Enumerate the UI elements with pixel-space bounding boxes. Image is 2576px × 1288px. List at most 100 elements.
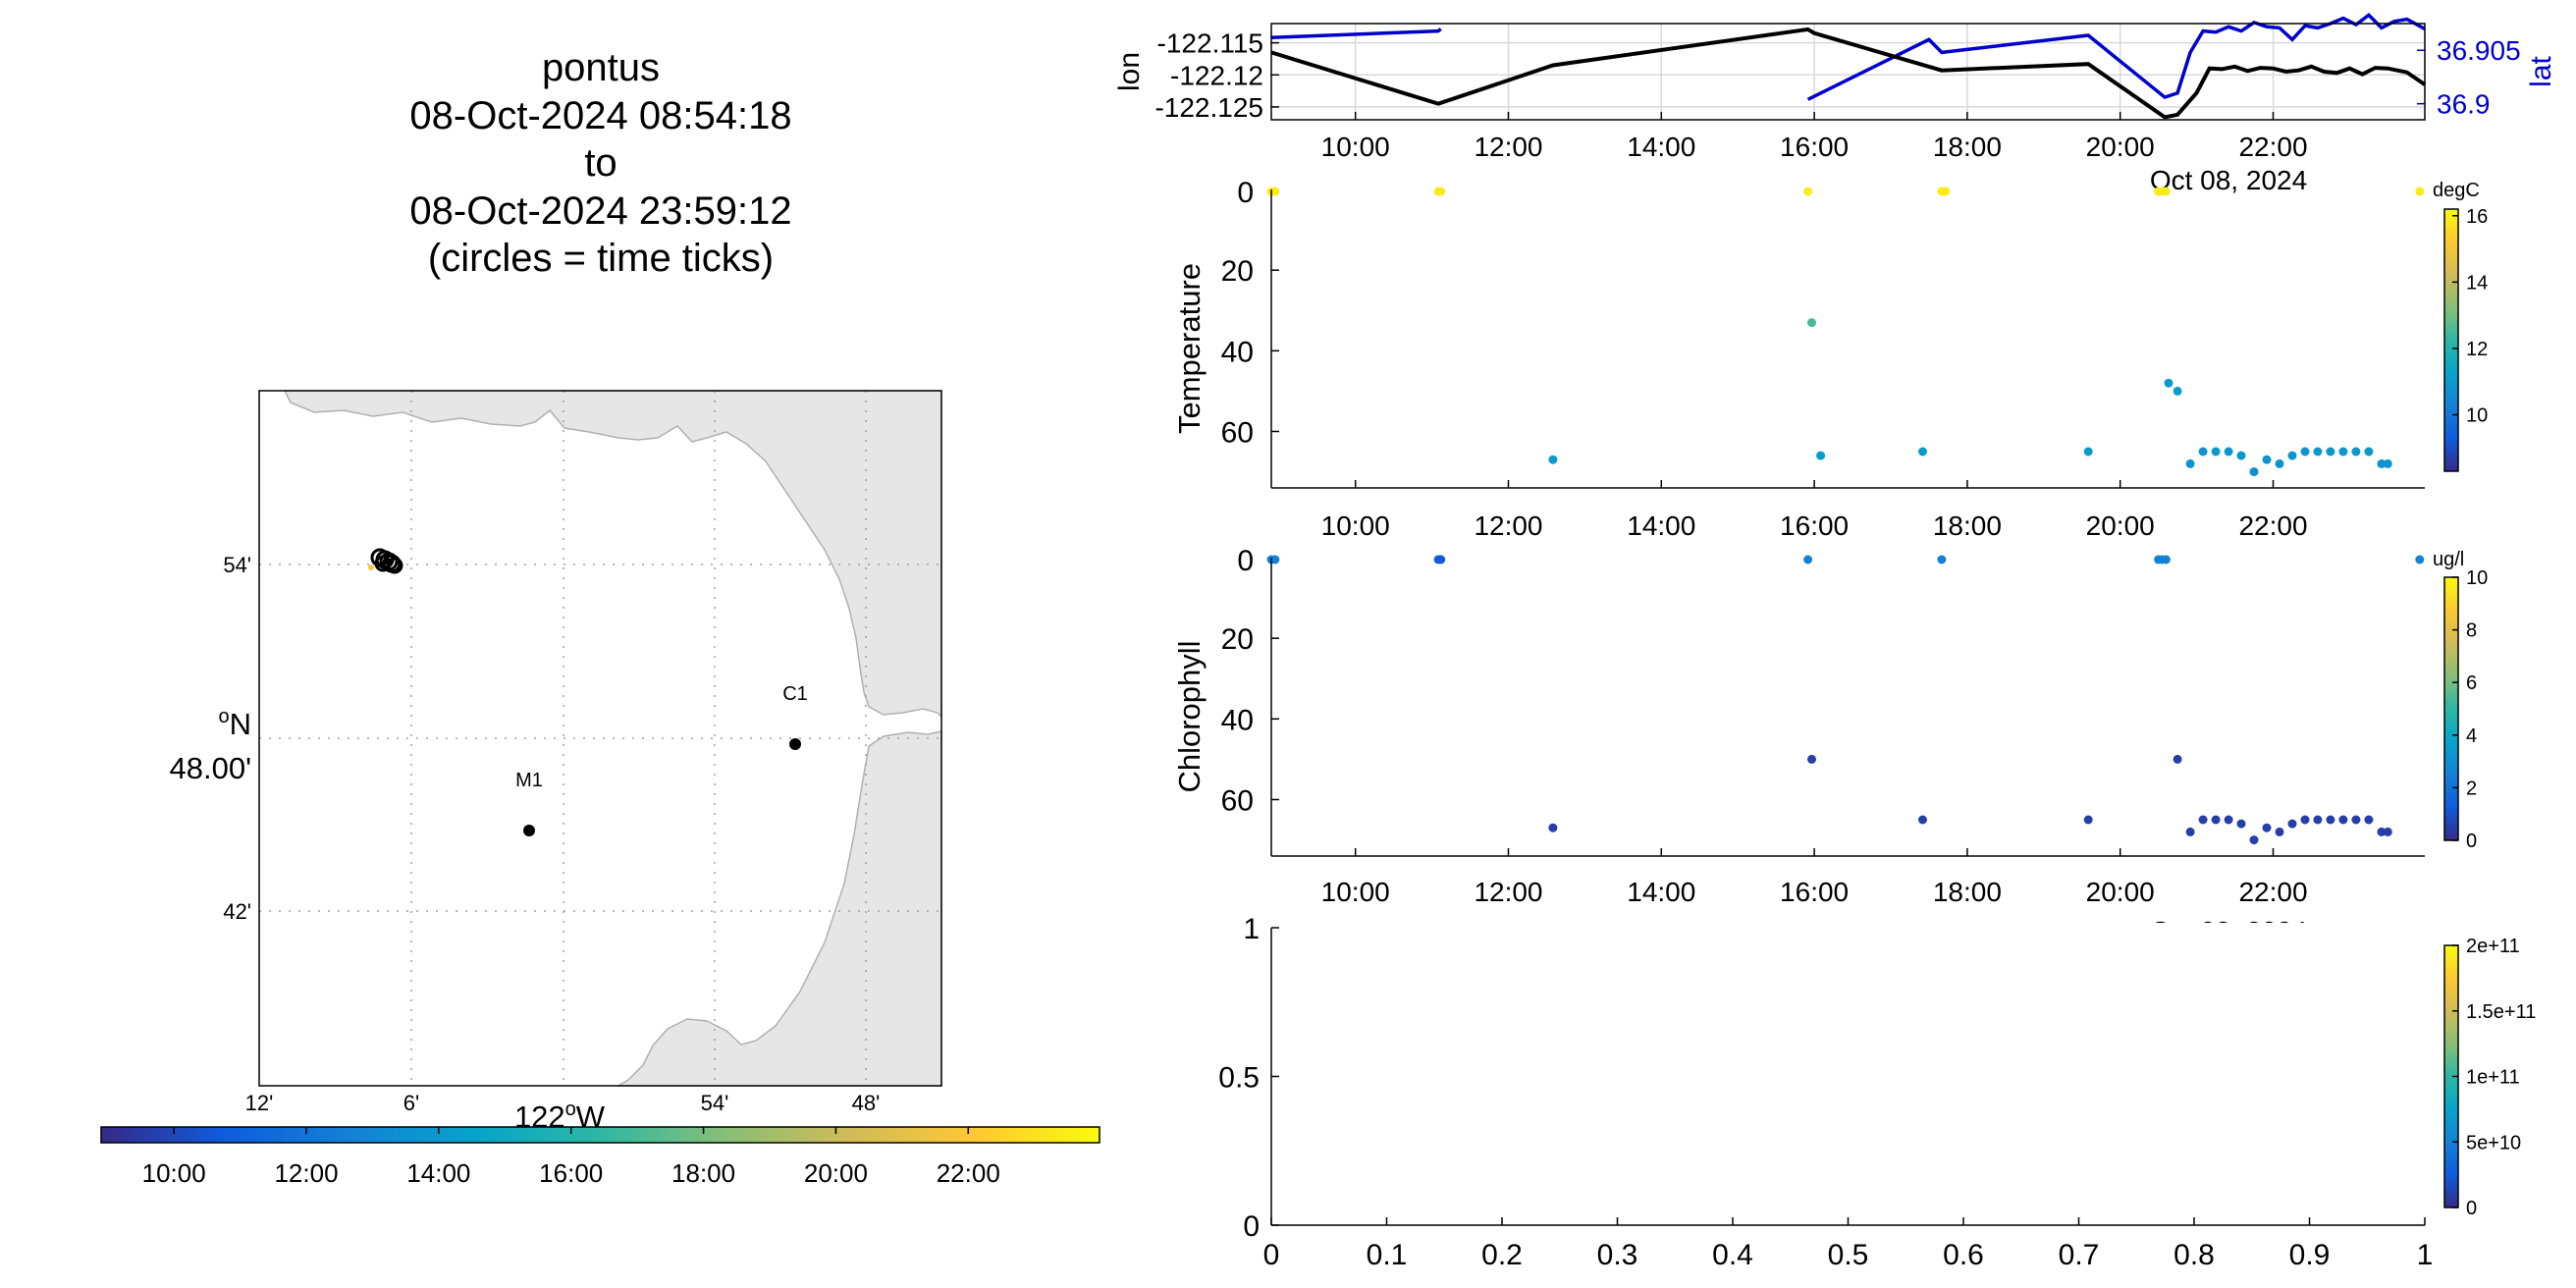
data-point	[2224, 447, 2233, 456]
data-point	[2338, 815, 2348, 825]
data-point	[2164, 378, 2174, 388]
title-line-1: pontus	[542, 46, 660, 89]
station-m1: M1	[515, 770, 543, 836]
x-tick-label: 12:00	[1474, 132, 1542, 162]
data-point	[2262, 455, 2272, 464]
plot-frame	[1270, 23, 2426, 121]
y-tick-label: 40	[1221, 336, 1254, 368]
x-tick-label: 0.7	[2059, 1239, 2100, 1271]
x-tick-label: 14:00	[1627, 132, 1695, 162]
y-tick-label: 40	[1221, 704, 1254, 736]
colorbar-unit-label: ug/l	[2433, 549, 2464, 570]
colorbar-tick-label: 1.5e+11	[2466, 1001, 2536, 1023]
x-tick-label: 0.9	[2289, 1239, 2331, 1271]
plot-area	[1271, 24, 2425, 120]
data-point	[2300, 447, 2310, 456]
time-colorbar-tick-label: 16:00	[539, 1158, 603, 1188]
colorbar-tick-label: 5e+10	[2466, 1132, 2521, 1154]
data-point	[2326, 447, 2335, 456]
data-point	[2275, 827, 2284, 836]
data-point	[2236, 819, 2246, 829]
x-tick-label: 10:00	[1321, 510, 1390, 541]
time-colorbar-ticks: 10:00 12:00 14:00 16:00 18:00 20:00 22:00	[142, 1127, 1000, 1188]
colorbar-tick-label: 4	[2466, 725, 2477, 747]
data-point	[2249, 835, 2259, 845]
data-point	[1807, 754, 1816, 764]
station-m1-label: M1	[515, 770, 543, 791]
x-tick-label: 0.3	[1597, 1239, 1638, 1271]
x-axis-date-label: Oct 08, 2024	[2150, 165, 2307, 195]
x-tick-label: 16:00	[1780, 877, 1849, 907]
x-tick-label: 16:00	[1780, 510, 1849, 541]
data-point	[2287, 819, 2297, 829]
data-point	[1548, 455, 1558, 464]
map-lon-tick-54: 54'	[701, 1091, 729, 1115]
y-axis-label: lon	[1113, 52, 1146, 91]
colorbar-tick-label: 2	[2466, 778, 2477, 799]
time-colorbar	[100, 1126, 1100, 1144]
colorbar-tick-label: 12	[2466, 339, 2488, 360]
data-point	[2287, 451, 2297, 460]
x-tick-label: 0	[1263, 1239, 1280, 1271]
colorbar-tick-label: 14	[2466, 272, 2488, 294]
x-tick-label: 18:00	[1933, 877, 2002, 907]
data-point	[2351, 447, 2361, 456]
y-tick-label: 20	[1221, 623, 1254, 656]
colorbar	[2443, 576, 2459, 841]
y-tick-label: 0	[1237, 177, 1254, 209]
y2-axis-label: lat	[2525, 55, 2557, 86]
data-point	[2211, 815, 2221, 825]
data-point	[2083, 815, 2093, 825]
data-point	[2415, 555, 2425, 564]
data-point	[1803, 187, 1813, 196]
data-point	[2383, 827, 2392, 836]
y2-tick-label: 36.905	[2437, 35, 2521, 66]
station-c1-marker	[789, 738, 801, 750]
y-tick-label: 0	[1237, 545, 1254, 577]
data-point	[1270, 187, 1280, 196]
coastline-land	[283, 390, 942, 1087]
figure-title: pontus 08-Oct-2024 08:54:18 to 08-Oct-20…	[409, 46, 791, 280]
svg-text:oN: oN	[218, 706, 251, 741]
data-point	[2351, 815, 2361, 825]
map-lon-tick-6: 6'	[403, 1091, 419, 1115]
data-point	[1803, 555, 1813, 564]
data-point	[2198, 815, 2208, 825]
colorbar-unit-label: degC	[2433, 180, 2480, 201]
colorbar-tick-label: 1e+11	[2466, 1067, 2520, 1089]
x-tick-label: 14:00	[1627, 510, 1695, 541]
x-tick-label: 12:00	[1474, 510, 1542, 541]
data-point	[2173, 754, 2182, 764]
title-line-2: 08-Oct-2024 08:54:18	[409, 94, 791, 137]
title-line-3: to	[584, 141, 617, 185]
lat-series-line	[1806, 12, 2426, 101]
x-tick-label: 0.8	[2174, 1239, 2215, 1271]
colorbar-tick-label: 2e+11	[2466, 936, 2520, 957]
date-label-clip	[2111, 923, 2405, 962]
data-point	[2313, 815, 2323, 825]
colorbar	[2443, 208, 2459, 472]
lon-lat-panel: -122.115-122.12-122.125 10:00 12:00 14:00 16…	[1113, 12, 2557, 195]
map-panel: M1 C1 54' 42' oN 48.00' 12' 6' 54' 48' 1…	[100, 390, 1100, 1188]
x-tick-label: 18:00	[1933, 132, 2002, 162]
time-colorbar-tick-label: 20:00	[804, 1158, 868, 1188]
track-start-marker	[368, 564, 374, 570]
map-lat-label: oN 48.00'	[170, 706, 252, 785]
data-point	[2326, 815, 2335, 825]
colorbar-tick-label: 8	[2466, 620, 2477, 642]
data-point	[1918, 447, 1927, 456]
lat-minutes: 48.00'	[170, 751, 252, 785]
x-tick-label: 0.2	[1481, 1239, 1523, 1271]
y-tick-label: 1	[1243, 913, 1260, 945]
data-point	[1270, 555, 1280, 564]
data-point	[2383, 458, 2392, 468]
station-c1-label: C1	[782, 683, 808, 705]
station-c1: C1	[782, 683, 808, 750]
data-point	[1937, 555, 1947, 564]
data-point	[2211, 447, 2221, 456]
x-tick-label: 22:00	[2238, 510, 2307, 541]
data-point	[2249, 467, 2259, 477]
data-point	[2275, 458, 2284, 468]
